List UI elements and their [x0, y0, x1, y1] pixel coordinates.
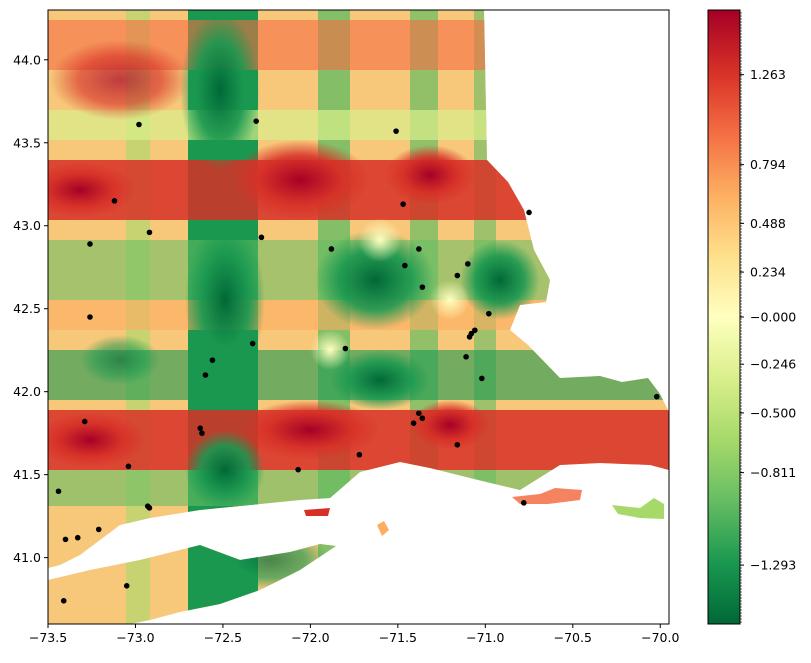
station-point [402, 262, 408, 269]
x-tick-label: −73.0 [116, 630, 154, 645]
station-point [87, 241, 93, 247]
station-point [249, 340, 256, 347]
colorbar-gradient [708, 10, 740, 624]
x-tick-label: −70.5 [554, 630, 592, 645]
station-point [521, 500, 527, 506]
y-tick-label: 44.0 [13, 52, 41, 67]
station-point [146, 229, 153, 236]
station-point [60, 597, 67, 604]
station-point [454, 272, 461, 279]
x-tick-label: −71.0 [466, 630, 504, 645]
station-point [526, 209, 532, 216]
station-point [81, 418, 88, 425]
station-point [74, 534, 81, 541]
x-axis: −73.5 −73.0 −72.5 −72.0 −71.5 −71.0 −70.5 −70.0 [29, 624, 679, 645]
station-point [463, 354, 469, 360]
colorbar-minor-ticks [740, 12, 742, 623]
x-tick-label: −71.5 [379, 630, 417, 645]
station-point [400, 201, 406, 207]
colorbar-tick-label: −0.811 [750, 465, 796, 480]
x-tick-label: −72.5 [204, 630, 242, 645]
colorbar-tick-label: 0.488 [750, 216, 786, 231]
colorbar-tick-label: −0.000 [750, 310, 796, 325]
y-tick-label: 42.0 [13, 384, 41, 399]
station-point [123, 583, 130, 589]
station-point [454, 441, 461, 448]
x-tick-label: −72.0 [291, 630, 329, 645]
station-point [197, 425, 203, 431]
station-point [209, 357, 216, 363]
station-point [342, 345, 349, 352]
y-tick-label: 43.5 [13, 135, 41, 150]
station-point [653, 393, 660, 400]
station-point [258, 234, 265, 241]
station-point [62, 536, 69, 543]
station-point [295, 466, 301, 473]
heatmap-field [48, 10, 669, 624]
y-tick-label: 42.5 [13, 301, 41, 316]
y-tick-label: 43.0 [13, 218, 41, 233]
station-points [55, 118, 660, 604]
heatmap-islands [304, 488, 664, 536]
plot-frame [47, 9, 670, 625]
station-point [328, 246, 335, 252]
station-point [111, 198, 118, 204]
station-point [472, 327, 478, 334]
colorbar: 1.263 0.794 0.488 0.234 −0.000 −0.246 −0.500 −0… [707, 9, 796, 625]
station-point [95, 526, 102, 533]
station-point [479, 375, 485, 382]
station-point [416, 410, 422, 417]
station-point [202, 372, 209, 378]
station-point [199, 430, 205, 436]
station-point [125, 463, 132, 470]
station-point [419, 415, 426, 422]
station-point [136, 121, 142, 128]
station-point [465, 261, 471, 267]
colorbar-tick-label: −1.293 [750, 558, 796, 573]
station-point [410, 420, 417, 427]
colorbar-tick-label: 1.263 [750, 67, 786, 82]
y-tick-label: 41.0 [13, 550, 41, 565]
station-point [393, 128, 399, 134]
y-axis: 41.0 41.5 42.0 42.5 43.0 43.5 44.0 [13, 52, 48, 565]
station-point [416, 246, 422, 252]
colorbar-tick-label: 0.794 [750, 157, 786, 172]
colorbar-tick-label: −0.500 [750, 405, 796, 420]
colorbar-tick-label: −0.246 [750, 357, 796, 372]
x-tick-label: −73.5 [29, 630, 67, 645]
station-point [55, 488, 62, 495]
station-point [419, 284, 426, 290]
colorbar-ticks: 1.263 0.794 0.488 0.234 −0.000 −0.246 −0.500 −0… [740, 67, 796, 573]
station-point [146, 505, 153, 511]
x-tick-label: −70.0 [641, 630, 679, 645]
station-point [356, 451, 363, 458]
station-point [486, 310, 492, 317]
station-point [87, 314, 93, 320]
station-point [466, 334, 473, 340]
station-point [253, 118, 259, 124]
colorbar-tick-label: 0.234 [750, 265, 786, 280]
y-tick-label: 41.5 [13, 467, 41, 482]
